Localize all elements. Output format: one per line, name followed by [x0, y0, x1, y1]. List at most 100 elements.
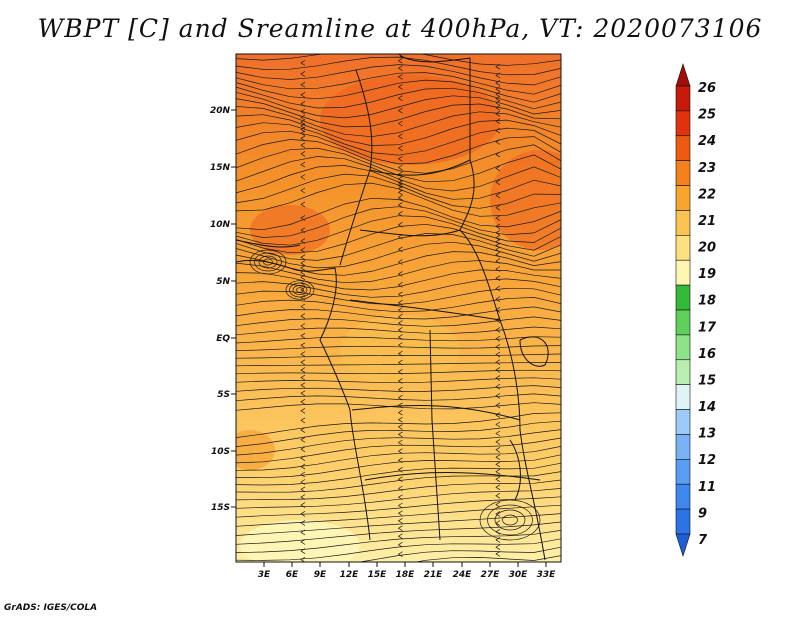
streamline-arrow [495, 100, 501, 106]
streamline-arrow [495, 476, 501, 482]
streamline-swirl [263, 258, 273, 266]
lon-label: 3E [258, 570, 271, 580]
streamline [236, 165, 561, 200]
streamline-arrow [397, 424, 403, 430]
streamline-arrow [495, 383, 501, 390]
colorbar-label: 12 [698, 453, 716, 468]
streamline-arrow [300, 455, 306, 461]
streamline-arrow [397, 334, 403, 340]
streamline-arrow [300, 303, 306, 310]
streamline-arrow [495, 296, 501, 302]
streamline-arrow [300, 333, 306, 339]
lat-label: 15S [211, 503, 230, 513]
streamline-arrow [300, 417, 306, 424]
streamline [236, 106, 561, 138]
streamline-arrow [495, 335, 501, 342]
streamline-arrow [397, 271, 403, 277]
colorbar-swatch [675, 185, 691, 211]
streamline-arrow [397, 65, 403, 71]
streamline-arrow [397, 246, 403, 253]
streamline-arrow [495, 165, 501, 172]
streamline-arrow [495, 266, 501, 272]
colorbar-label: 14 [698, 400, 716, 415]
streamline-arrow [495, 359, 501, 365]
streamline-arrow [495, 447, 501, 453]
streamline-arrow [397, 518, 403, 524]
streamline-swirl [296, 287, 304, 293]
streamline [236, 345, 561, 352]
streamline-arrow [300, 92, 306, 98]
streamline-arrow [397, 386, 403, 393]
streamline-arrow [495, 551, 501, 557]
colorbar-swatch [675, 210, 691, 236]
streamline-arrow [397, 327, 403, 333]
streamline-arrow [300, 359, 306, 366]
streamline-arrow [495, 223, 501, 230]
streamline-arrow [300, 479, 306, 485]
streamline-arrow [495, 402, 501, 409]
grads-credit: GrADS: IGES/COLA [4, 603, 98, 613]
streamline-arrow [300, 286, 306, 293]
streamline-arrow [397, 359, 403, 366]
streamline [236, 513, 561, 536]
streamline-arrow [495, 307, 501, 313]
streamline-arrow [300, 399, 306, 405]
streamline [236, 64, 561, 86]
streamline-arrow [495, 63, 501, 70]
streamline-arrow [495, 258, 501, 264]
streamline-arrow [495, 317, 501, 323]
streamline-arrow [300, 274, 306, 281]
lon-label: 18E [396, 570, 416, 580]
streamline-arrow [300, 238, 306, 244]
streamline-arrow [397, 291, 403, 298]
streamline-arrow [397, 133, 403, 140]
streamline-arrow [495, 439, 501, 445]
streamline-arrow [300, 151, 306, 157]
streamline [236, 98, 561, 128]
streamline-arrow [300, 427, 306, 433]
lat-label: 5S [217, 390, 230, 400]
streamline-arrow [300, 539, 306, 545]
colorbar-swatch [675, 334, 691, 361]
streamline-arrow [397, 533, 403, 539]
streamline-arrow [300, 486, 306, 493]
streamline-arrow [495, 461, 501, 468]
chart-title: WBPT [C] and Sreamline at 400hPa, VT: 20… [37, 14, 763, 43]
colorbar-swatch [675, 508, 691, 535]
streamline-arrow [300, 126, 306, 133]
streamline [236, 521, 561, 545]
streamline-arrow [495, 327, 501, 333]
streamline-arrow [397, 282, 403, 288]
streamlines [236, 54, 561, 562]
colorbar-label: 25 [698, 108, 716, 123]
streamline-arrow [397, 439, 403, 446]
colorbar-swatch [675, 85, 691, 112]
streamline-arrow [495, 151, 501, 158]
colorbar-swatch [675, 384, 691, 410]
streamline-swirl [258, 255, 278, 269]
colorbar-swatch [675, 135, 691, 161]
streamline-arrow [300, 265, 306, 271]
streamline-arrow [397, 485, 403, 492]
streamline-arrow [495, 285, 501, 292]
streamline-arrow [495, 80, 501, 86]
streamline [236, 182, 561, 217]
streamline [236, 122, 561, 156]
colorbar-min-arrow [675, 533, 691, 557]
streamline [236, 306, 561, 320]
colorbar-swatch [675, 235, 691, 261]
streamline-arrow [495, 251, 501, 258]
streamline [236, 504, 561, 527]
streamline-swirl [292, 284, 308, 296]
streamline-arrow [300, 382, 306, 389]
colorbar-swatch [675, 284, 691, 311]
streamline [236, 233, 561, 261]
streamline-arrow [495, 230, 501, 236]
streamline-arrow [495, 344, 501, 350]
streamline [236, 385, 561, 392]
streamline-arrow [300, 511, 306, 517]
streamline-arrow [495, 393, 501, 399]
lon-axis: 3E 6E 9E 12E 15E 18E 21E 24E 27E 30E 33E [258, 562, 556, 580]
streamline [236, 496, 561, 518]
streamline-arrow [300, 82, 306, 88]
